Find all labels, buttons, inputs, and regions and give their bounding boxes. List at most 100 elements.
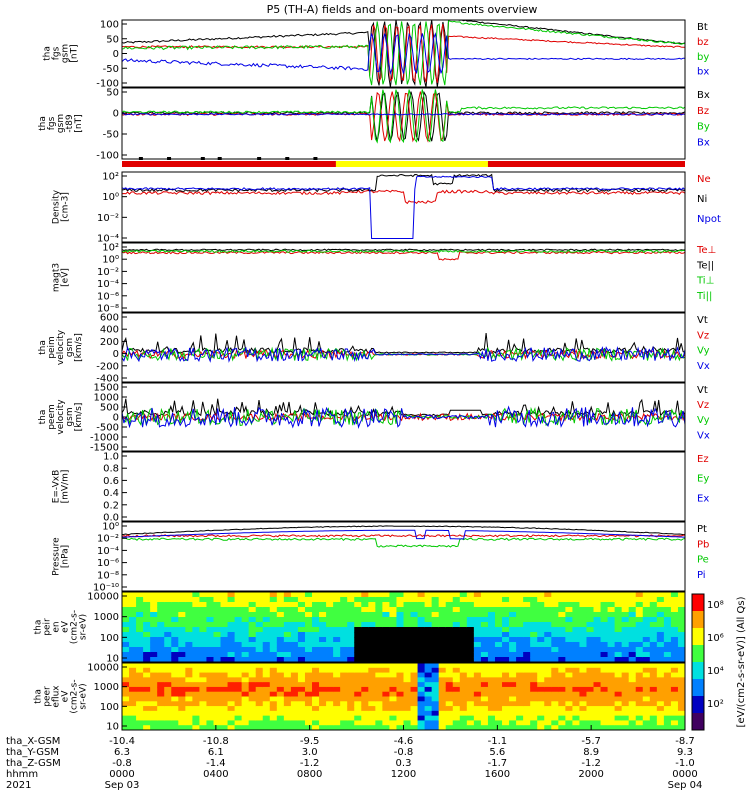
heatmap-cell — [241, 720, 250, 726]
heatmap-cell — [635, 647, 644, 653]
heatmap-cell — [459, 612, 468, 618]
heatmap-cell — [544, 612, 552, 618]
heatmap-cell — [600, 701, 609, 707]
heatmap-cell — [122, 725, 130, 731]
heatmap-cell — [537, 607, 545, 613]
heatmap-cell — [572, 710, 580, 717]
heatmap-cell — [227, 701, 236, 707]
heatmap-cell — [347, 657, 355, 663]
heatmap-cell — [537, 657, 545, 663]
heatmap-cell — [199, 706, 207, 712]
heatmap-cell — [635, 720, 644, 726]
heatmap-cell — [262, 622, 271, 628]
heatmap-cell — [600, 720, 609, 726]
heatmap-cell — [494, 696, 503, 702]
heatmap-cell — [586, 686, 595, 693]
heatmap-cell — [297, 677, 306, 683]
heatmap-cell — [621, 725, 630, 731]
heatmap-cell — [199, 657, 207, 663]
x-row-value: 9.3 — [677, 747, 693, 758]
heatmap-cell — [269, 686, 278, 693]
heatmap-cell — [607, 602, 616, 608]
y-tick-label: 1000 — [94, 682, 119, 693]
heatmap-cell — [670, 710, 679, 717]
heatmap-cell — [290, 677, 299, 683]
heatmap-cell — [396, 663, 404, 669]
heatmap-cell — [621, 652, 630, 658]
heatmap-cell — [509, 715, 517, 721]
heatmap-cell — [403, 627, 412, 633]
heatmap-cell — [276, 617, 285, 623]
heatmap-cell — [368, 592, 376, 598]
heatmap-cell — [565, 682, 573, 688]
heatmap-cell — [614, 602, 623, 608]
heatmap-cell — [516, 647, 524, 653]
heatmap-cell — [220, 706, 229, 712]
heatmap-cell — [382, 725, 390, 731]
heatmap-cell — [276, 602, 285, 608]
heatmap-cell — [234, 607, 243, 613]
heatmap-cell — [502, 642, 510, 648]
heatmap-cell — [269, 602, 278, 608]
heatmap-cell — [452, 607, 461, 613]
heatmap-cell — [361, 710, 369, 717]
heatmap-cell — [248, 672, 257, 678]
heatmap-cell — [621, 696, 630, 702]
heatmap-cell — [642, 627, 651, 633]
heatmap-cell — [572, 647, 580, 653]
heatmap-cell — [290, 706, 299, 712]
x-row-value: 8.9 — [583, 747, 599, 758]
heatmap-cell — [347, 682, 355, 688]
y-tick-label: 10⁻² — [97, 534, 119, 545]
heatmap-cell — [178, 696, 186, 702]
y-label-line: gsm — [56, 114, 66, 133]
heatmap-cell — [164, 657, 172, 663]
heatmap-cell — [206, 622, 214, 628]
heatmap-cell — [312, 647, 320, 653]
heatmap-cell — [319, 672, 327, 678]
heatmap-cell — [494, 686, 503, 693]
heatmap-cell — [593, 686, 602, 693]
heatmap-cell — [621, 667, 630, 674]
heatmap-cell — [586, 725, 595, 731]
heatmap-cell — [262, 627, 271, 633]
y-label-line: velocity — [56, 329, 66, 365]
heatmap-cell — [192, 652, 200, 658]
heatmap-cell — [410, 592, 419, 598]
heatmap-cell — [297, 706, 306, 712]
heatmap-cell — [206, 720, 214, 726]
heatmap-cell — [178, 706, 186, 712]
panel-frame — [121, 87, 686, 160]
heatmap-cell — [206, 725, 214, 731]
heatmap-cell — [670, 642, 679, 648]
heatmap-cell — [234, 682, 243, 688]
heatmap-cell — [220, 647, 229, 653]
heatmap-cell — [558, 715, 566, 721]
heatmap-cell — [361, 642, 369, 648]
heatmap-cell — [452, 647, 461, 653]
heatmap-cell — [333, 617, 341, 623]
heatmap-cell — [579, 672, 587, 678]
heatmap-cell — [326, 710, 334, 717]
heatmap-cell — [614, 647, 623, 653]
heatmap-cell — [143, 677, 151, 683]
heatmap-cell — [319, 627, 327, 633]
heatmap-cell — [600, 657, 609, 663]
heatmap-cell — [558, 637, 566, 643]
heatmap-cell — [185, 652, 193, 658]
heatmap-cell — [129, 663, 137, 669]
heatmap-cell — [375, 686, 383, 693]
heatmap-cell — [347, 686, 355, 693]
heatmap-cell — [248, 607, 257, 613]
heatmap-cell — [635, 627, 644, 633]
heatmap-cell — [649, 663, 658, 669]
heatmap-cell — [340, 710, 348, 717]
heatmap-cell — [136, 715, 144, 721]
heatmap-cell — [129, 607, 137, 613]
heatmap-cell — [382, 642, 390, 648]
heatmap-cell — [290, 597, 299, 603]
y-tick-label: 0.6 — [103, 476, 119, 487]
y-tick-label: -1500 — [90, 443, 119, 454]
heatmap-cell — [122, 602, 130, 608]
